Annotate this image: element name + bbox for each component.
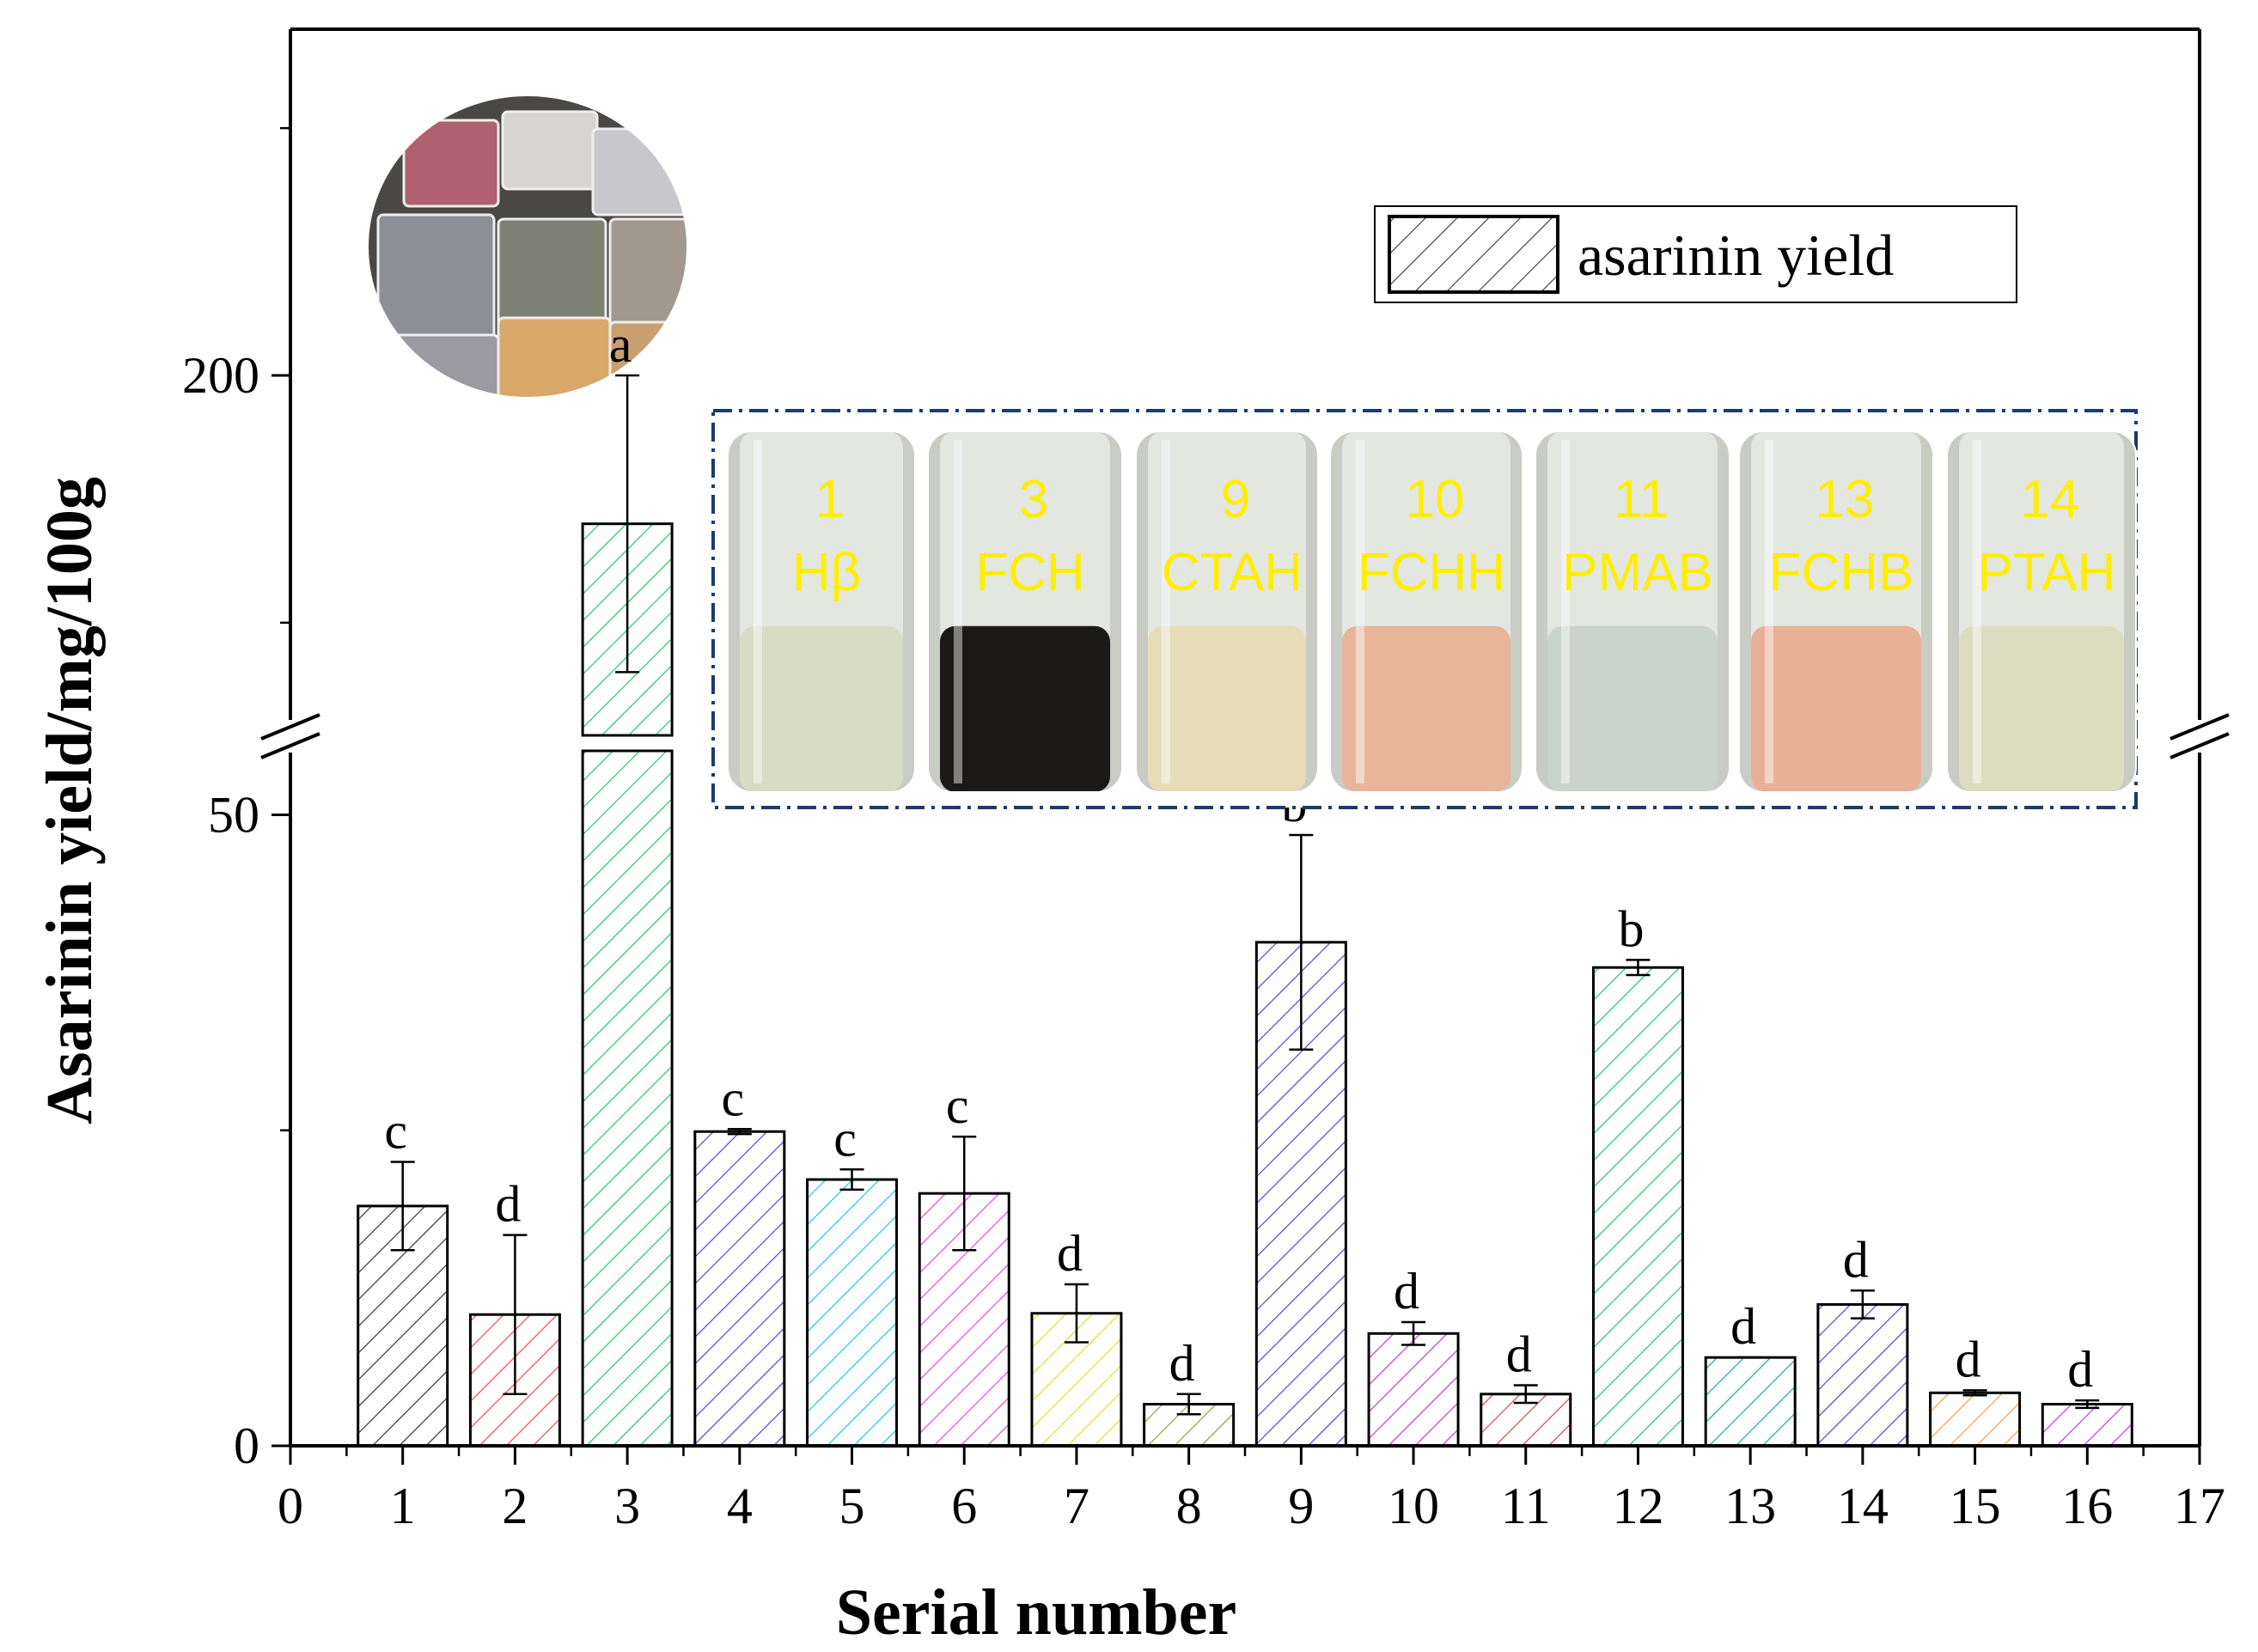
x-tick-label-17: 17 [2174,1478,2225,1534]
photo-bag [402,119,500,208]
bar-10 [1367,1332,1460,1448]
bar-4 [693,1130,786,1448]
tube-name-13: FCHB [1769,543,1914,602]
tube-number-9: 9 [1221,470,1250,529]
tube-name-1: Hβ [792,543,861,602]
tube-name-3: FCH [975,543,1084,602]
y-axis-title: Asarinin yield/mg/100g [34,477,106,1125]
bar-14 [1816,1302,1909,1448]
photo-bag [376,333,500,398]
tube-photo-9: 9 CTAH [1135,430,1319,793]
tube-photo-1: 1 Hβ [727,430,916,793]
error-bar-3 [615,374,640,674]
sig-letter-12: b [1618,900,1644,957]
y-tick-label-0: 0 [234,1417,259,1474]
tube-photo-13: 13 FCHB [1738,430,1934,793]
error-bar-14 [1850,1289,1875,1320]
legend-label: asarinin yield [1578,223,1894,288]
x-tick-label-4: 4 [727,1478,753,1534]
x-tick-label-7: 7 [1064,1478,1089,1534]
tube-photo-10: 10 FCHH [1329,430,1523,793]
photo-bag [501,110,599,191]
x-tick-label-9: 9 [1288,1478,1314,1534]
sig-letter-11: d [1506,1326,1532,1382]
x-tick-label-10: 10 [1388,1478,1439,1534]
sig-letter-14: d [1843,1231,1869,1288]
x-tick-label-3: 3 [614,1478,640,1534]
legend-swatch [1388,215,1559,294]
bar-12 [1591,966,1684,1448]
bar-3-lower [581,749,674,1448]
sig-letter-16: d [2067,1341,2093,1398]
x-tick-label-11: 11 [1501,1478,1551,1534]
photo-bag [376,213,496,345]
error-bar-6 [952,1135,977,1252]
x-tick-label-0: 0 [278,1478,303,1534]
x-tick-label-1: 1 [390,1478,416,1534]
x-tick-label-8: 8 [1176,1478,1202,1534]
tube-photo-14: 14 PTAH [1946,430,2137,793]
error-bar-9 [1289,833,1314,1051]
axis-break-mark-right [2170,713,2230,759]
error-bar-2 [503,1234,528,1396]
error-bar-4 [727,1128,752,1136]
tube-name-9: CTAH [1162,543,1303,602]
photo-bag [497,316,612,398]
error-bar-1 [390,1161,415,1252]
sig-letter-13: d [1730,1298,1756,1355]
error-bar-11 [1513,1384,1538,1405]
tube-number-10: 10 [1406,470,1465,529]
axis-break-mark-left [260,713,320,759]
bar-16 [2041,1403,2133,1448]
error-bar-5 [839,1168,864,1192]
y-tick-label-50: 50 [208,786,259,843]
tube-number-1: 1 [815,470,845,529]
bar-5 [806,1178,899,1448]
sig-letter-6: c [946,1077,969,1134]
error-bar-7 [1064,1283,1089,1344]
error-bar-16 [2075,1399,2100,1410]
sig-letter-1: c [384,1102,407,1159]
sig-letter-10: d [1394,1263,1419,1320]
error-bar-8 [1176,1393,1201,1416]
x-tick-label-5: 5 [839,1478,865,1534]
x-tick-label-14: 14 [1837,1478,1889,1534]
sig-letter-5: c [833,1110,857,1167]
x-tick-label-2: 2 [502,1478,528,1534]
bar-15 [1929,1391,2022,1448]
error-bar-15 [1962,1389,1987,1397]
sample-bags-photo [367,94,688,399]
tube-number-3: 3 [1019,470,1048,529]
sig-letter-4: c [722,1070,745,1126]
x-axis-title: Serial number [836,1576,1237,1649]
legend: asarinin yield [1374,205,2017,303]
tube-name-11: PMAB [1562,543,1713,602]
sig-letter-8: d [1169,1335,1195,1392]
bars-layer: cdacccddbddbdddd [357,316,2133,1448]
sig-letter-2: d [495,1176,521,1233]
tube-photo-3: 3 FCH [927,430,1123,793]
y-tick-label-200: 200 [182,347,259,404]
tube-number-11: 11 [1614,470,1669,529]
tube-name-10: FCHH [1358,543,1505,602]
tube-name-14: PTAH [1978,543,2116,602]
x-tick-label-16: 16 [2061,1478,2113,1534]
tube-number-14: 14 [2021,470,2080,529]
sig-letter-7: d [1057,1225,1083,1282]
tube-number-13: 13 [1816,470,1875,529]
photo-bag [591,127,687,216]
x-tick-label-6: 6 [951,1478,977,1534]
sig-letter-3: a [609,316,632,373]
error-bar-10 [1401,1320,1426,1346]
sig-letter-15: d [1956,1331,1981,1387]
error-bar-12 [1626,959,1651,977]
x-tick-label-15: 15 [1950,1478,2001,1534]
bar-13 [1704,1356,1797,1448]
x-tick-label-12: 12 [1612,1478,1663,1534]
tube-photo-11: 11 PMAB [1535,430,1730,793]
tube-inset: 1 Hβ 3 FCH 9 CTAH 10 FCHH 11 PMAB 13 FCHB 14 PTAH [711,409,2138,809]
x-tick-label-13: 13 [1724,1478,1776,1534]
